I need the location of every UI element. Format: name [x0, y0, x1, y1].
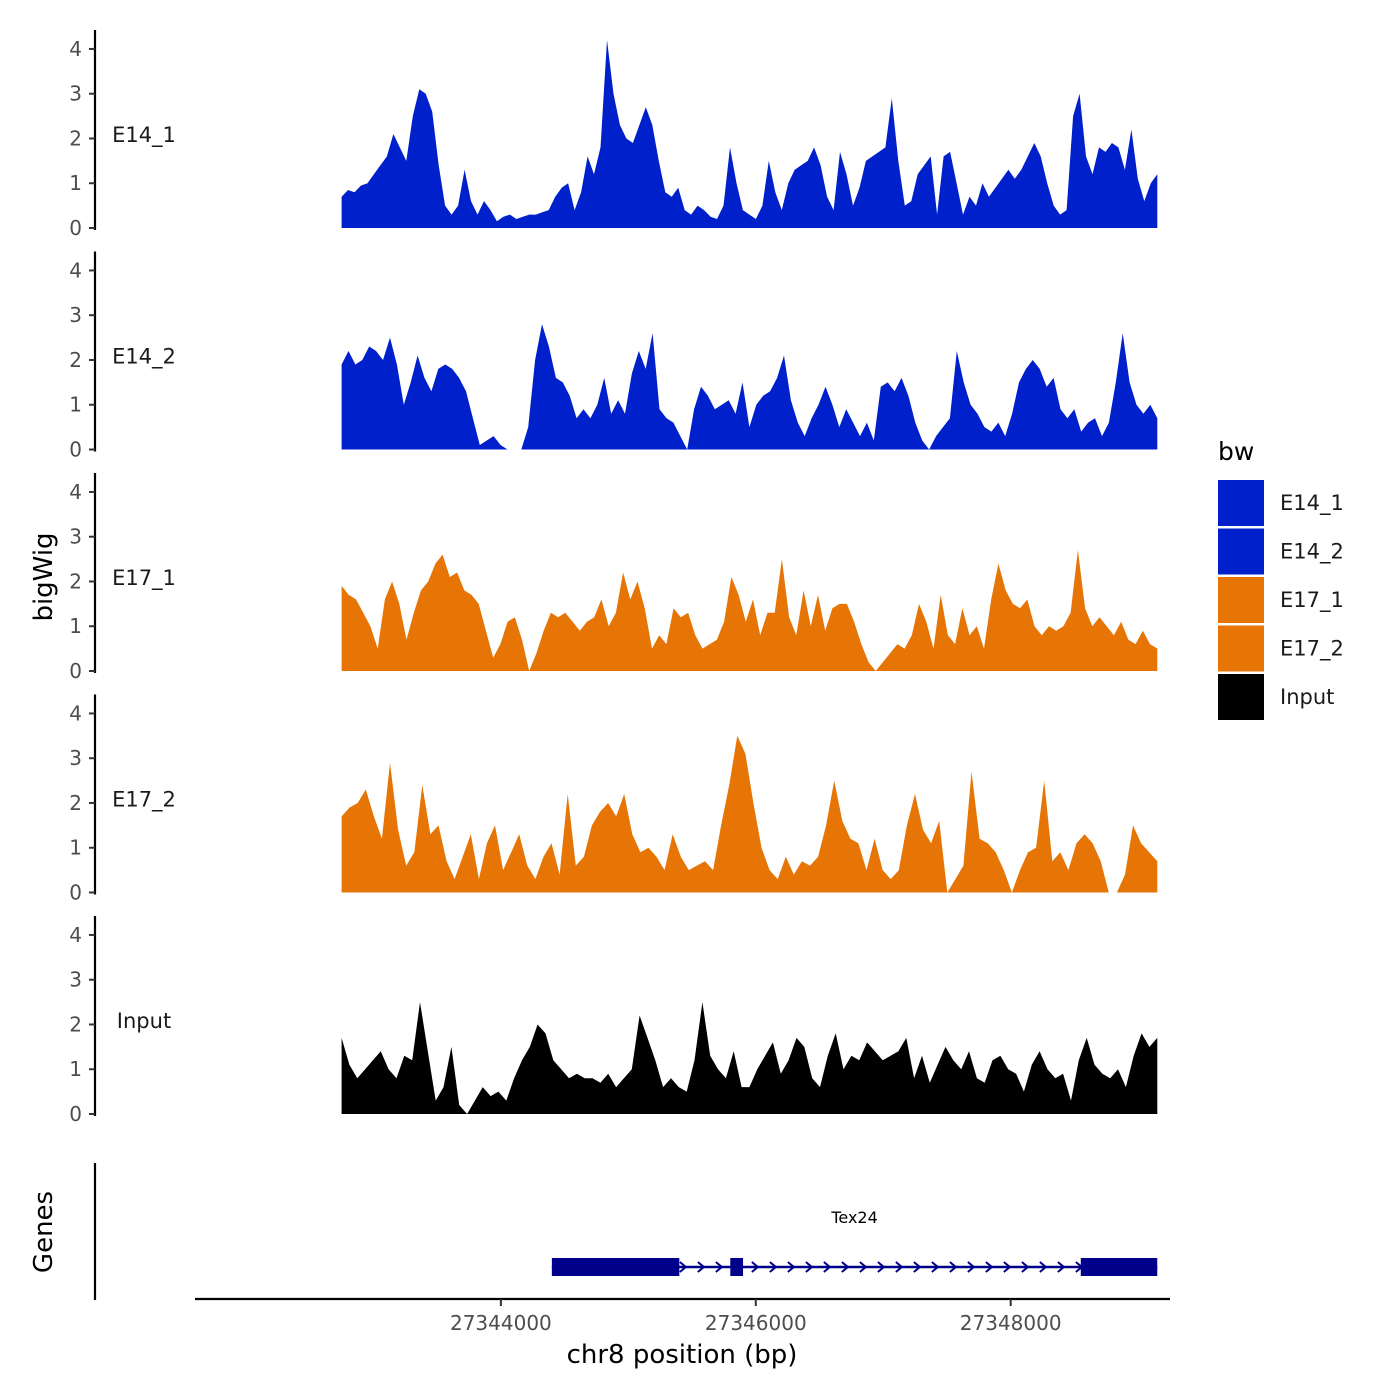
legend-key-input: [1218, 674, 1264, 720]
legend-title: bw: [1218, 437, 1254, 466]
coverage-area-e14-2: [341, 324, 1158, 450]
y-tick-label: 2: [69, 126, 82, 150]
y-tick-label: 4: [69, 258, 82, 282]
y-axis-title: bigWig: [29, 532, 59, 621]
strand-arrow-icon: [877, 1261, 886, 1273]
strand-arrow-icon: [805, 1261, 814, 1273]
strand-arrow-icon: [913, 1261, 922, 1273]
track-label: E17_1: [112, 566, 176, 591]
track-panel-e17-1: 0 1 2 3 4 E17_1: [69, 473, 1158, 683]
strand-arrow-icon: [679, 1261, 688, 1273]
track-label: Input: [117, 1009, 171, 1033]
gene-exon: [551, 1258, 680, 1276]
legend: bw E14_1 E14_2 E17_1 E17_2 Input: [1218, 437, 1344, 720]
y-tick-label: 3: [69, 303, 82, 327]
coverage-area-input: [341, 1002, 1158, 1114]
strand-arrow-icon: [1003, 1261, 1012, 1273]
strand-arrow-icon: [823, 1261, 832, 1273]
strand-arrow-icon: [859, 1261, 868, 1273]
x-tick-label: 27344000: [450, 1311, 552, 1335]
strand-arrow-icon: [949, 1261, 958, 1273]
strand-arrow-icon: [1039, 1261, 1048, 1273]
coverage-area-e17-1: [341, 550, 1158, 671]
strand-arrow-icon: [787, 1261, 796, 1273]
y-tick-label: 1: [69, 836, 82, 860]
gene-exon: [730, 1258, 744, 1276]
legend-key-e17-1: [1218, 577, 1264, 623]
y-tick-label: 0: [69, 881, 82, 905]
gene-exon: [1080, 1258, 1158, 1276]
y-tick-label: 3: [69, 746, 82, 770]
legend-key-e17-2: [1218, 625, 1264, 672]
y-tick-label: 3: [69, 525, 82, 549]
strand-arrow-icon: [697, 1261, 706, 1273]
strand-arrow-icon: [985, 1261, 994, 1273]
gene-name-label: Tex24: [830, 1208, 877, 1227]
y-tick-label: 0: [69, 438, 82, 462]
x-axis-title: chr8 position (bp): [567, 1340, 798, 1370]
y-tick-label: 2: [69, 348, 82, 372]
strand-arrow-icon: [1021, 1261, 1030, 1273]
strand-arrow-icon: [931, 1261, 940, 1273]
legend-label: Input: [1280, 685, 1334, 709]
strand-arrow-icon: [715, 1261, 724, 1273]
legend-key-e14-1: [1218, 480, 1264, 526]
y-tick-label: 1: [69, 1057, 82, 1081]
y-tick-label: 3: [69, 82, 82, 106]
track-label: E17_2: [112, 788, 176, 813]
y-tick-label: 4: [69, 701, 82, 725]
strand-arrow-icon: [895, 1261, 904, 1273]
y-tick-label: 2: [69, 569, 82, 593]
legend-items: E14_1 E14_2 E17_1 E17_2 Input: [1218, 480, 1344, 720]
strand-arrow-icon: [1057, 1261, 1066, 1273]
y-tick-label: 0: [69, 1102, 82, 1126]
track-panel-e14-2: 0 1 2 3 4 E14_2: [69, 251, 1158, 462]
coverage-area-e17-2: [341, 735, 1158, 893]
gene-model: [551, 1258, 1158, 1276]
y-tick-label: 3: [69, 968, 82, 992]
track-panel-e14-1: 0 1 2 3 4 E14_1: [69, 30, 1158, 240]
x-ticks: 27344000 27346000 27348000: [450, 1299, 1062, 1335]
legend-label: E17_1: [1280, 588, 1344, 613]
y-tick-label: 1: [69, 171, 82, 195]
y-tick-label: 1: [69, 393, 82, 417]
y-tick-label: 4: [69, 37, 82, 61]
strand-arrow-icon: [967, 1261, 976, 1273]
track-label: E14_2: [112, 345, 176, 370]
strand-arrow-icon: [769, 1261, 778, 1273]
x-tick-label: 27346000: [705, 1311, 807, 1335]
y-tick-label: 2: [69, 1012, 82, 1036]
coverage-area-e14-1: [341, 40, 1158, 228]
y-tick-label: 0: [69, 216, 82, 240]
x-tick-label: 27348000: [960, 1311, 1062, 1335]
y-tick-label: 4: [69, 923, 82, 947]
track-panel-e17-2: 0 1 2 3 4 E17_2: [69, 694, 1158, 905]
legend-label: E14_1: [1280, 491, 1344, 516]
track-panel-input: 0 1 2 3 4 Input: [69, 916, 1158, 1126]
genes-axis-title: Genes: [29, 1191, 59, 1273]
legend-label: E14_2: [1280, 540, 1344, 565]
strand-arrow-icon: [751, 1261, 760, 1273]
y-tick-label: 1: [69, 614, 82, 638]
y-tick-label: 4: [69, 480, 82, 504]
y-tick-label: 2: [69, 791, 82, 815]
legend-key-e14-2: [1218, 528, 1264, 575]
strand-arrow-icon: [841, 1261, 850, 1273]
y-tick-label: 0: [69, 659, 82, 683]
legend-label: E17_2: [1280, 637, 1344, 662]
track-panels: 0 1 2 3 4 E14_1 0 1 2 3 4 E14_2 0 1 2 3 4 E17_1 0 1 2 3 4 E17_2…: [69, 30, 1158, 1126]
x-axis: 27344000 27346000 27348000 chr8 position (…: [195, 1297, 1170, 1370]
gene-panel: Genes Tex24: [29, 1163, 1158, 1300]
track-label: E14_1: [112, 123, 176, 148]
